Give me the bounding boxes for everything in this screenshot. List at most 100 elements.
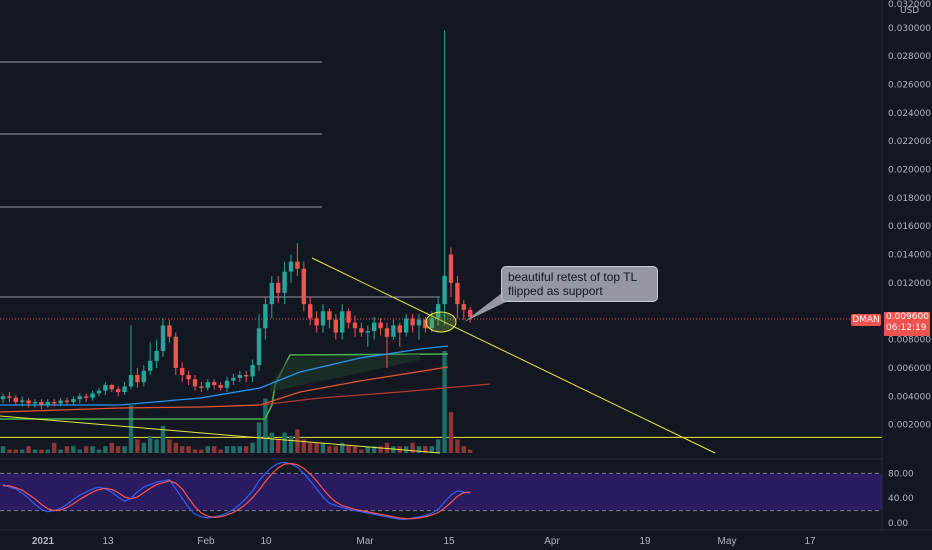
price-tick: 0.012000 (888, 279, 931, 289)
volume-bars (0, 351, 473, 453)
volume-bar (103, 446, 108, 453)
horizontal-lines[interactable] (0, 61, 882, 438)
candle-body (429, 318, 434, 329)
ma-blue-line (0, 345, 449, 406)
time-tick: 13 (102, 536, 114, 547)
volume-bar (218, 449, 223, 453)
candle-body (327, 311, 332, 320)
candle-body (295, 261, 300, 269)
candle-body (340, 311, 345, 333)
volume-bar (448, 412, 454, 453)
price-tick-top: 0.032000 (888, 0, 931, 10)
volume-bar (141, 442, 146, 453)
candle-body (397, 325, 402, 333)
candle-body (71, 399, 76, 402)
volume-bar (180, 446, 185, 453)
descending-trendline (311, 257, 716, 454)
candle-body (64, 400, 70, 402)
volume-bar (128, 405, 134, 453)
candle-body (237, 375, 242, 378)
price-axis[interactable]: 0.032000 0.030000 0.028000 0.026000 0.024000… (881, 0, 931, 530)
price-tick: 0.002000 (888, 421, 931, 431)
candle-body (13, 397, 18, 402)
candle-body (263, 304, 268, 329)
oscillator-tick: 80.00 (888, 469, 914, 479)
volume-bar (436, 439, 441, 453)
volume-bar (423, 446, 428, 453)
candlesticks[interactable] (0, 30, 473, 410)
time-tick: 19 (639, 536, 651, 547)
oscillator-d-line (3, 462, 471, 520)
volume-bar (320, 442, 326, 453)
volume-bar (416, 446, 422, 453)
candle-body (77, 396, 82, 400)
volume-bar (7, 449, 12, 453)
price-tick: 0.020000 (888, 166, 931, 176)
candle-body (103, 384, 108, 391)
candle-body (224, 380, 230, 388)
candle-body (365, 331, 370, 333)
volume-bar (365, 446, 370, 453)
candle-body (359, 328, 364, 333)
volume-bar (391, 446, 396, 453)
volume-bar (32, 449, 38, 453)
volume-bar (20, 449, 25, 453)
volume-bar (26, 446, 31, 453)
candle-body (90, 393, 95, 398)
candle-body (26, 400, 31, 404)
time-axis[interactable]: 2021 13 Feb 10 Mar 15 Apr 19 May 17 (0, 529, 932, 547)
oscillator-axis[interactable]: 80.00 40.00 0.00 (888, 469, 914, 529)
annotation-line-1: beautiful retest of top TL (508, 270, 638, 284)
volume-bar (352, 446, 358, 453)
price-tick: 0.030000 (888, 24, 931, 34)
candle-body (320, 311, 326, 326)
volume-bar (116, 446, 121, 453)
price-tick: 0.014000 (888, 251, 931, 261)
oscillator-tick: 40.00 (888, 494, 914, 504)
drawing-tools[interactable] (0, 257, 716, 454)
volume-bar (269, 432, 274, 453)
volume-bar (333, 446, 338, 453)
candle-body (461, 304, 466, 310)
volume-bar (109, 442, 114, 453)
volume-bar (96, 449, 102, 453)
candle-body (256, 328, 262, 366)
volume-bar (378, 446, 383, 453)
volume-bar (0, 446, 6, 453)
candle-body (314, 318, 319, 326)
price-tick: 0.004000 (888, 392, 931, 402)
candle-body (186, 375, 191, 380)
oscillator-k-line (2, 461, 471, 520)
annotation-callout[interactable]: beautiful retest of top TL flipped as su… (501, 266, 658, 302)
ma-dark-red-line (259, 383, 491, 406)
candle-body (423, 319, 428, 329)
volume-bar (52, 442, 57, 453)
candle-body (372, 322, 377, 332)
time-tick: 17 (804, 536, 816, 547)
candle-body (352, 322, 358, 329)
volume-bar (13, 449, 18, 453)
volume-bar (90, 446, 95, 453)
volume-bar (288, 436, 294, 453)
lower-trendline (0, 415, 441, 454)
candle-body (167, 325, 172, 337)
annotation-line-2: flipped as support (508, 284, 603, 298)
candle-body (244, 375, 249, 377)
candle-body (84, 396, 89, 398)
candle-body (455, 282, 460, 305)
volume-bar (308, 442, 313, 453)
volume-bar (167, 439, 172, 453)
price-tick: 0.022000 (888, 137, 931, 147)
candle-body (116, 389, 121, 393)
candle-body (250, 365, 255, 377)
oscillator-pane[interactable] (0, 458, 882, 520)
volume-bar (135, 439, 140, 453)
price-tick: 0.024000 (888, 109, 931, 119)
candle-body (96, 390, 102, 394)
candle-body (45, 401, 50, 405)
volume-bar (384, 442, 390, 453)
candle-body (52, 401, 57, 404)
oscillator-tick: 0.00 (888, 519, 908, 529)
candle-body (448, 254, 454, 283)
